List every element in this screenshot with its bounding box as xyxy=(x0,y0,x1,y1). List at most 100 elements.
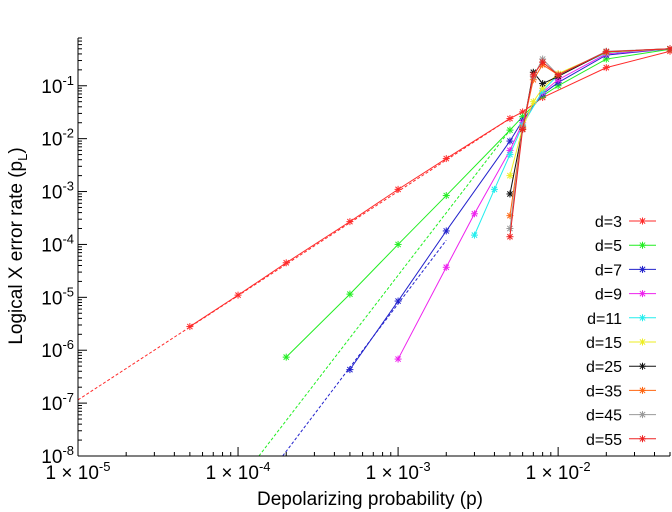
series-line-d-5 xyxy=(285,48,671,358)
data-point xyxy=(394,185,402,193)
data-point xyxy=(394,355,402,363)
y-axis-label: Logical X error rate (pL) xyxy=(6,147,30,344)
x-tick-base: 1 × 10 xyxy=(526,463,579,484)
series-layer xyxy=(78,45,672,456)
legend: d=3 d=5 d=7 d=9 d=11 d=15 d=25 d=35 d=45 d=55 xyxy=(586,214,656,449)
legend-item-d-5: d=5 xyxy=(595,238,656,255)
data-point xyxy=(506,115,514,123)
data-point xyxy=(442,263,450,271)
x-tick-base: 1 × 10 xyxy=(206,463,259,484)
x-tick-base: 1 × 10 xyxy=(366,463,419,484)
legend-swatch-marker xyxy=(639,435,646,443)
x-tick-exponent: -3 xyxy=(419,459,431,474)
data-point xyxy=(506,137,514,145)
y-tick-label: 10-8 xyxy=(41,443,74,468)
legend-swatch-marker xyxy=(639,362,646,370)
legend-label: d=5 xyxy=(595,238,622,255)
data-point xyxy=(506,172,514,180)
legend-label: d=3 xyxy=(595,214,622,231)
data-point xyxy=(346,366,354,374)
data-point xyxy=(554,71,562,79)
legend-item-d-35: d=35 xyxy=(586,383,656,400)
y-tick-label: 10-4 xyxy=(41,231,74,256)
y-tick-base: 10 xyxy=(41,77,62,98)
data-point xyxy=(186,323,194,331)
fit-line-d-5 xyxy=(258,129,511,456)
legend-label: d=25 xyxy=(586,359,622,376)
y-tick-base: 10 xyxy=(41,341,62,362)
y-tick-label: 10-2 xyxy=(41,126,74,151)
x-tick-exponent: -4 xyxy=(259,459,271,474)
data-point xyxy=(346,290,354,298)
y-tick-exponent: -4 xyxy=(62,231,74,246)
data-point xyxy=(602,48,610,56)
legend-item-d-15: d=15 xyxy=(586,335,656,352)
x-tick-label: 1 × 10-5 xyxy=(46,459,111,484)
legend-swatch-marker xyxy=(639,338,646,346)
y-axis-label-main: Logical X error rate (p xyxy=(6,161,27,345)
data-point xyxy=(346,218,354,226)
legend-label: d=55 xyxy=(586,432,622,449)
data-point xyxy=(394,297,402,305)
data-point xyxy=(506,233,514,241)
y-tick-exponent: -2 xyxy=(62,126,74,141)
legend-item-d-3: d=3 xyxy=(595,214,656,231)
data-point xyxy=(282,353,290,361)
data-point xyxy=(506,190,514,198)
y-tick-base: 10 xyxy=(41,288,62,309)
data-point xyxy=(282,259,290,267)
data-point xyxy=(506,225,514,233)
legend-item-d-55: d=55 xyxy=(586,432,656,449)
data-point xyxy=(442,192,450,200)
series-d-3 xyxy=(78,47,672,401)
data-point xyxy=(602,64,610,72)
data-point xyxy=(529,71,537,79)
x-tick-base: 1 × 10 xyxy=(46,463,99,484)
legend-label: d=35 xyxy=(586,383,622,400)
y-tick-exponent: -6 xyxy=(62,337,74,352)
legend-label: d=9 xyxy=(595,287,622,304)
axes-layer: 10-810-710-610-510-410-310-210-11 × 10-5… xyxy=(41,37,671,484)
data-point xyxy=(506,126,514,134)
data-point xyxy=(470,231,478,239)
y-tick-label: 10-7 xyxy=(41,390,74,415)
x-tick-exponent: -2 xyxy=(579,459,591,474)
legend-swatch-marker xyxy=(639,241,646,249)
data-point xyxy=(470,210,478,218)
y-tick-exponent: -5 xyxy=(62,284,74,299)
y-tick-exponent: -7 xyxy=(62,390,74,405)
y-tick-label: 10-1 xyxy=(41,73,74,98)
legend-swatch-marker xyxy=(639,265,646,273)
y-tick-label: 10-6 xyxy=(41,337,74,362)
x-tick-exponent: -5 xyxy=(99,459,111,474)
y-tick-base: 10 xyxy=(41,447,62,468)
data-point xyxy=(442,227,450,235)
x-tick-label: 1 × 10-2 xyxy=(526,459,591,484)
y-tick-base: 10 xyxy=(41,394,62,415)
x-tick-label: 1 × 10-3 xyxy=(366,459,431,484)
legend-swatch-marker xyxy=(639,290,646,298)
y-tick-label: 10-3 xyxy=(41,179,74,204)
y-tick-exponent: -8 xyxy=(62,443,74,458)
legend-label: d=7 xyxy=(595,262,622,279)
legend-item-d-11: d=11 xyxy=(587,311,656,328)
legend-swatch-marker xyxy=(639,411,646,419)
data-point xyxy=(506,151,514,159)
legend-item-d-45: d=45 xyxy=(586,408,656,425)
data-point xyxy=(539,80,547,88)
series-line-d-25 xyxy=(509,48,671,195)
legend-swatch-marker xyxy=(639,314,646,322)
legend-item-d-25: d=25 xyxy=(586,359,656,376)
data-point xyxy=(519,108,527,116)
legend-swatch-marker xyxy=(639,386,646,394)
data-point xyxy=(234,291,242,299)
y-tick-base: 10 xyxy=(41,235,62,256)
legend-item-d-9: d=9 xyxy=(595,287,656,304)
x-axis-label: Depolarizing probability (p) xyxy=(257,489,483,510)
y-tick-base: 10 xyxy=(41,183,62,204)
legend-swatch-marker xyxy=(639,217,646,225)
y-axis-label-sub: L xyxy=(15,154,30,161)
legend-label: d=45 xyxy=(586,408,622,425)
data-point xyxy=(519,125,527,133)
